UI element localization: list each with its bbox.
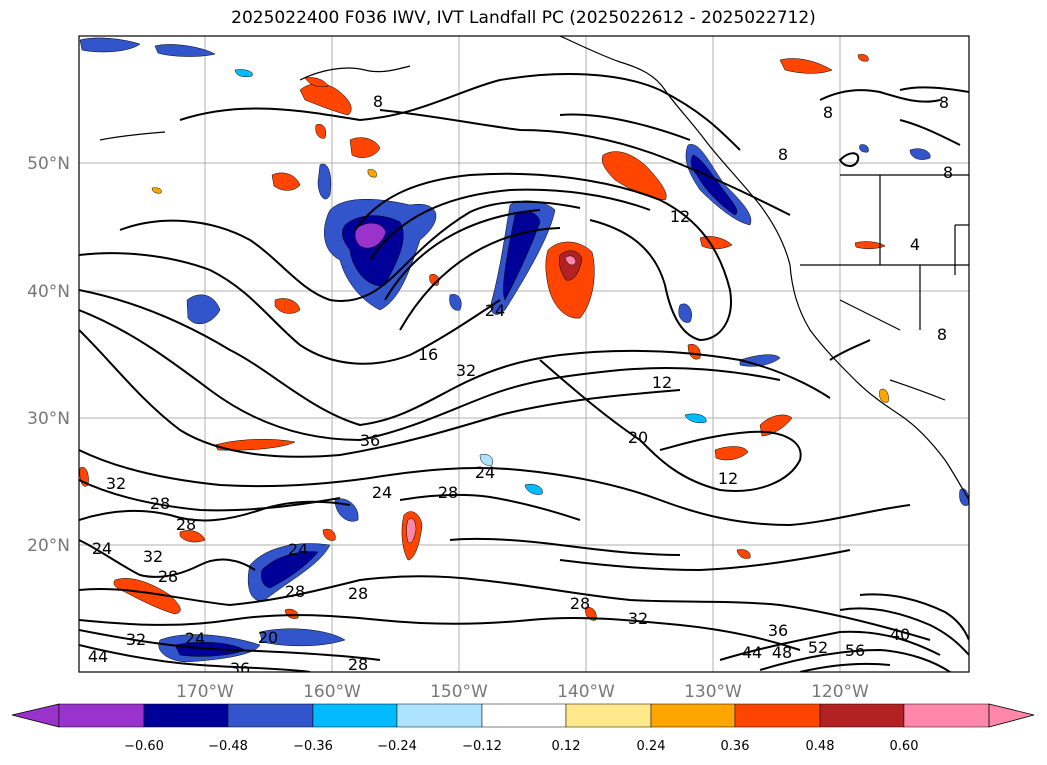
- colorbar-bin: [481, 703, 567, 728]
- contour-label: 8: [939, 93, 949, 112]
- contour-label: 36: [230, 659, 250, 678]
- contour-label: 20: [628, 428, 648, 447]
- contour-label: 32: [628, 609, 648, 628]
- coastlines: [99, 36, 969, 501]
- lat-label-40n: 40°N: [27, 282, 70, 302]
- contour-label: 32: [106, 474, 126, 493]
- contour-label: 28: [176, 515, 196, 534]
- colorbar-bin: [819, 703, 905, 728]
- contour-label: 24: [92, 539, 112, 558]
- lon-label-140w: 140°W: [557, 682, 615, 702]
- colorbar-tick: −0.24: [377, 739, 417, 754]
- map-title: 2025022400 F036 IWV, IVT Landfall PC (20…: [231, 8, 816, 28]
- colorbar-tick: −0.36: [293, 739, 333, 754]
- colorbar-tick: 0.48: [806, 739, 835, 754]
- contour-label: 12: [718, 469, 738, 488]
- contour-label: 36: [768, 621, 788, 640]
- contour-label: 28: [570, 594, 590, 613]
- colorbar-bin: [143, 703, 229, 728]
- colorbar-bin: [734, 703, 821, 728]
- colorbar-bin: [58, 703, 145, 728]
- contour-label: 8: [778, 145, 788, 164]
- contour-label: 24: [372, 483, 392, 502]
- lon-label-120w: 120°W: [811, 682, 869, 702]
- colorbar-tick: 0.12: [552, 739, 581, 754]
- colorbar-bin: [227, 703, 314, 728]
- colorbar-bin: [650, 703, 736, 728]
- colorbar-tick: 0.36: [721, 739, 750, 754]
- colorbar: −0.60 −0.48 −0.36 −0.24 −0.12 0.12 0.24 …: [11, 703, 1035, 754]
- colorbar-tick: −0.12: [462, 739, 502, 754]
- contour-label: 32: [126, 630, 146, 649]
- contour-label: 28: [150, 494, 170, 513]
- contour-label: 56: [845, 641, 865, 660]
- contour-label: 28: [348, 655, 368, 674]
- contour-label: 8: [823, 103, 833, 122]
- colorbar-tick: 0.60: [890, 739, 919, 754]
- lon-label-150w: 150°W: [430, 682, 488, 702]
- contour-label: 20: [258, 628, 278, 647]
- colorbar-extend-min: [11, 703, 60, 728]
- contour-label: 8: [943, 163, 953, 182]
- contour-label: 28: [285, 582, 305, 601]
- contour-label: 8: [937, 325, 947, 344]
- contour-label: 4: [910, 235, 920, 254]
- ivt-contours: [79, 73, 969, 672]
- colorbar-bin: [565, 703, 652, 728]
- lon-label-130w: 130°W: [684, 682, 742, 702]
- contour-label: 48: [772, 643, 792, 662]
- map-frame: [78, 35, 970, 673]
- lon-label-160w: 160°W: [303, 682, 361, 702]
- colorbar-extend-max: [988, 703, 1035, 728]
- contour-label: 36: [360, 431, 380, 450]
- contour-label: 12: [670, 207, 690, 226]
- lat-label-50n: 50°N: [27, 154, 70, 174]
- contour-label: 32: [143, 547, 163, 566]
- contour-label: 12: [652, 373, 672, 392]
- colorbar-bin: [903, 703, 990, 728]
- contour-label: 44: [88, 647, 108, 666]
- map-area: 8 8 8 8 8 8 4 12 12 12 16 20 20 24 24 24…: [79, 36, 969, 678]
- contour-label: 8: [373, 92, 383, 111]
- lat-label-30n: 30°N: [27, 409, 70, 429]
- contour-label: 32: [456, 361, 476, 380]
- contour-label: 24: [185, 629, 205, 648]
- contour-label: 16: [418, 345, 438, 364]
- longitude-labels: 170°W 160°W 150°W 140°W 130°W 120°W: [176, 682, 869, 702]
- colorbar-tick: −0.48: [208, 739, 248, 754]
- contour-label: 24: [475, 463, 495, 482]
- colorbar-tick: 0.24: [637, 739, 666, 754]
- contour-label: 44: [742, 643, 762, 662]
- contour-labels: 8 8 8 8 8 8 4 12 12 12 16 20 20 24 24 24…: [88, 92, 953, 678]
- colorbar-tick: −0.60: [124, 739, 164, 754]
- contour-label: 24: [485, 301, 505, 320]
- lat-label-20n: 20°N: [27, 536, 70, 556]
- contour-label: 40: [890, 625, 910, 644]
- contour-label: 24: [288, 540, 308, 559]
- colorbar-bin: [396, 703, 483, 728]
- lon-label-170w: 170°W: [176, 682, 234, 702]
- contour-label: 28: [158, 567, 178, 586]
- colorbar-bin: [312, 703, 398, 728]
- contour-label: 28: [438, 483, 458, 502]
- contour-label: 52: [808, 638, 828, 657]
- latitude-labels: 50°N 40°N 30°N 20°N: [27, 154, 70, 556]
- contour-label: 28: [348, 584, 368, 603]
